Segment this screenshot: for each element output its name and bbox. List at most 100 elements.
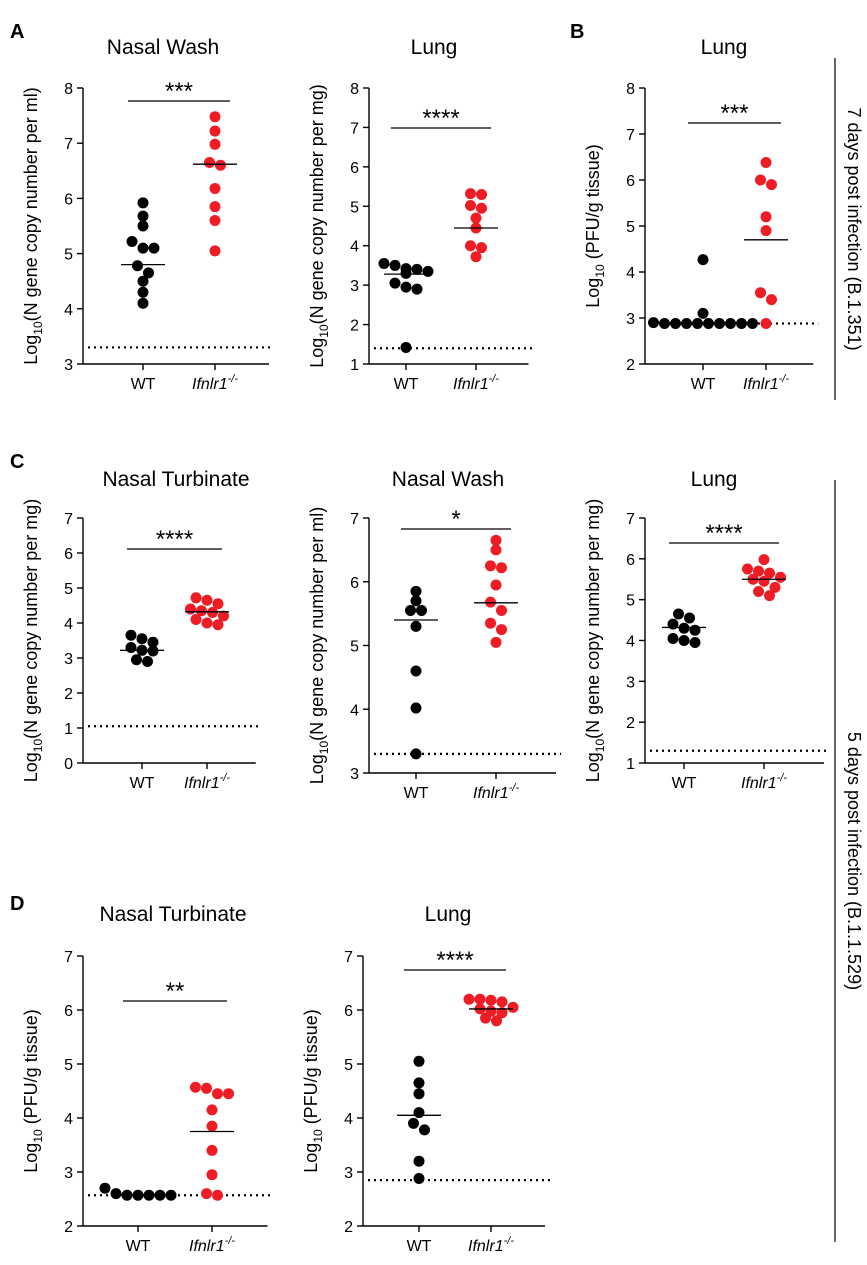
panel-letter: D bbox=[10, 893, 24, 915]
data-point-knockout bbox=[769, 581, 781, 593]
data-point-knockout bbox=[766, 179, 777, 191]
data-point-wt bbox=[147, 645, 159, 657]
data-point-wt bbox=[137, 197, 149, 209]
chart-panel: B Lung Log10 (PFU/g tissue) 2 3 4 5 6 7 8 WT Ifnlr1… bbox=[570, 21, 819, 393]
y-axis-label-sub: 10 bbox=[593, 739, 607, 753]
data-point-knockout bbox=[760, 157, 772, 169]
data-point-knockout bbox=[764, 567, 775, 579]
data-point-knockout bbox=[490, 544, 502, 556]
data-point-wt bbox=[419, 1124, 430, 1136]
y-axis-label-prefix: Log bbox=[307, 754, 327, 784]
data-point-knockout bbox=[204, 157, 215, 169]
y-axis-label: Log10 (PFU/g tissue) bbox=[21, 1009, 45, 1172]
y-axis-label-prefix: Log bbox=[583, 278, 603, 308]
data-point-knockout bbox=[485, 560, 496, 572]
x-tick-label-main: Ifnlr1 bbox=[453, 376, 489, 393]
data-point-knockout bbox=[764, 590, 775, 602]
x-tick-label-superscript: -/- bbox=[509, 782, 520, 794]
y-tick-label: 5 bbox=[64, 1057, 73, 1074]
data-point-knockout bbox=[742, 563, 753, 575]
data-point-wt bbox=[411, 283, 423, 295]
data-point-wt bbox=[405, 604, 416, 616]
data-point-wt bbox=[137, 210, 149, 222]
x-tick-label: Ifnlr1-/- bbox=[468, 1235, 514, 1255]
side-label: 5 days post infection (B.1.1.529) bbox=[844, 732, 864, 990]
y-tick-label: 5 bbox=[626, 219, 635, 236]
data-point-wt bbox=[670, 318, 681, 330]
data-point-wt bbox=[697, 307, 709, 319]
y-axis-label-prefix: Log bbox=[21, 752, 41, 782]
data-point-wt bbox=[389, 259, 401, 271]
y-tick-label: 2 bbox=[626, 357, 635, 374]
y-tick-label: 6 bbox=[64, 546, 73, 563]
x-tick-label-superscript: -/- bbox=[777, 772, 788, 784]
data-point-knockout bbox=[212, 598, 224, 610]
panel-letter: A bbox=[10, 21, 24, 43]
data-point-knockout bbox=[215, 159, 226, 171]
x-tick-label-main: WT bbox=[404, 785, 429, 802]
data-point-wt bbox=[697, 254, 709, 266]
data-point-wt bbox=[125, 642, 137, 653]
data-point-wt bbox=[422, 265, 434, 277]
data-point-knockout bbox=[753, 565, 764, 577]
data-point-wt bbox=[165, 1189, 177, 1201]
data-point-knockout bbox=[190, 1081, 201, 1093]
significance-stars: * bbox=[451, 506, 460, 533]
y-axis-label-prefix: Log bbox=[21, 335, 41, 365]
x-tick-label: Ifnlr1-/- bbox=[743, 373, 789, 393]
y-tick-label: 6 bbox=[64, 1003, 73, 1020]
y-tick-label: 2 bbox=[350, 318, 359, 335]
x-tick-label: Ifnlr1-/- bbox=[473, 782, 519, 802]
y-axis-label-rest: (N gene copy number per mg) bbox=[21, 499, 41, 739]
x-tick-label: WT bbox=[672, 775, 697, 792]
data-point-knockout bbox=[766, 294, 777, 306]
data-point-knockout bbox=[212, 619, 224, 631]
data-point-wt bbox=[410, 620, 422, 632]
y-tick-label: 5 bbox=[626, 593, 635, 610]
data-point-knockout bbox=[465, 240, 476, 252]
y-axis-label: Log10(N gene copy number per mg) bbox=[583, 499, 607, 783]
data-point-wt bbox=[125, 629, 137, 641]
data-point-knockout bbox=[206, 1104, 218, 1116]
data-point-wt bbox=[667, 632, 679, 644]
data-point-wt bbox=[137, 220, 149, 232]
data-point-knockout bbox=[209, 125, 221, 137]
data-point-wt bbox=[142, 656, 153, 667]
data-point-knockout bbox=[201, 1188, 212, 1200]
chart-title: Nasal Wash bbox=[392, 468, 504, 491]
y-axis-label: Log10(N gene copy number per ml) bbox=[21, 87, 45, 365]
x-tick-label-main: WT bbox=[126, 1238, 151, 1255]
data-point-knockout bbox=[185, 603, 196, 615]
chart-panel: Nasal Wash Log10(N gene copy number per m… bbox=[307, 468, 561, 802]
y-axis-label-rest: (PFU/g tissue) bbox=[583, 144, 603, 264]
data-point-knockout bbox=[476, 242, 487, 254]
data-point-wt bbox=[678, 622, 690, 634]
y-axis-label: Log10(N gene copy number per ml) bbox=[307, 507, 331, 785]
y-tick-label: 6 bbox=[626, 552, 635, 569]
panel-letter: C bbox=[10, 451, 24, 473]
data-point-wt bbox=[137, 275, 149, 287]
chart-panel: Lung Log10(N gene copy number per mg) 1 2 3 4… bbox=[307, 36, 534, 393]
data-point-knockout bbox=[485, 994, 497, 1006]
x-tick-label-main: WT bbox=[394, 376, 419, 393]
data-point-knockout bbox=[209, 201, 221, 213]
data-point-wt bbox=[416, 604, 427, 616]
side-label: 7 days post infection (B.1.351) bbox=[844, 107, 864, 350]
data-point-wt bbox=[136, 633, 148, 645]
chart-title: Lung bbox=[691, 468, 738, 491]
data-point-knockout bbox=[209, 138, 221, 150]
data-point-wt bbox=[736, 318, 747, 330]
data-point-knockout bbox=[490, 579, 502, 591]
data-point-knockout bbox=[491, 1015, 502, 1027]
x-tick-label: Ifnlr1-/- bbox=[189, 1235, 235, 1255]
y-tick-label: 1 bbox=[64, 721, 73, 738]
data-point-wt bbox=[137, 297, 149, 309]
y-tick-label: 6 bbox=[64, 191, 73, 208]
data-point-wt bbox=[689, 624, 701, 636]
data-point-knockout bbox=[212, 1189, 223, 1201]
y-tick-label: 0 bbox=[64, 756, 73, 773]
y-tick-label: 4 bbox=[626, 265, 635, 282]
data-point-wt bbox=[378, 257, 390, 269]
data-point-wt bbox=[143, 267, 154, 279]
x-tick-label-superscript: -/- bbox=[228, 373, 239, 385]
